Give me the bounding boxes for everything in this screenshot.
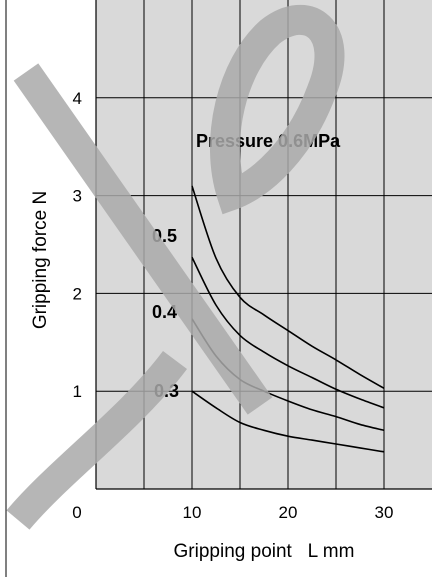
watermark: [6, 5, 345, 530]
series-label-0.4: 0.4: [152, 302, 177, 322]
tick-labels: 0 10 20 30 1 2 3 4: [72, 89, 393, 522]
series-line-3: [191, 390, 385, 453]
series-line-0: [191, 185, 385, 389]
x-tick-label-0: 0: [72, 503, 81, 522]
x-axis-title: Gripping point L mm: [174, 541, 355, 562]
x-tick-label-30: 30: [375, 503, 394, 522]
y-tick-label-2: 2: [73, 284, 82, 303]
x-tick-label-10: 10: [183, 503, 202, 522]
y-tick-label-1: 1: [73, 382, 82, 401]
series-line-1: [191, 256, 385, 409]
x-tick-label-20: 20: [279, 503, 298, 522]
y-tick-label-4: 4: [73, 89, 82, 108]
y-axis-title: Gripping force N: [30, 191, 51, 329]
y-tick-label-3: 3: [73, 187, 82, 206]
